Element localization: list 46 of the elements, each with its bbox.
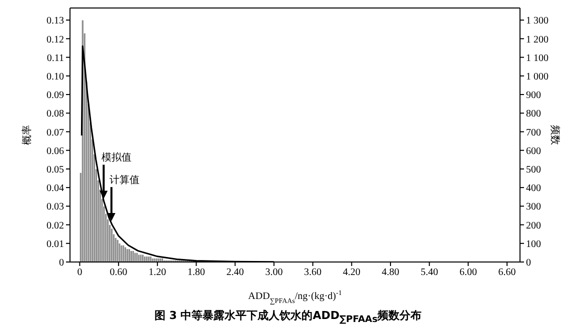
y-tick-label: 0.12 (46, 34, 64, 46)
y-tick-label: 0.06 (46, 146, 64, 157)
y-tick-label: 0 (59, 258, 64, 269)
annotation: 模拟值 (102, 152, 132, 164)
x-tick-label: 0.60 (110, 267, 128, 278)
x-axis-title: ADD$_{∑PFAAs}$/ng·(kg·d)$^{-1}$ (248, 289, 342, 305)
y2-tick-label: 1 000 (526, 71, 548, 82)
annotation: 计算值 (109, 174, 140, 186)
x-tick-label: 3.60 (304, 267, 322, 278)
x-tick-label: 6.00 (459, 267, 477, 278)
y2-tick-label: 700 (526, 127, 541, 138)
y-tick-label: 0.10 (46, 71, 64, 82)
y2-tick-label: 1 200 (526, 34, 548, 46)
y-tick-label: 0.09 (46, 90, 64, 102)
x-tick-label: 5.40 (420, 267, 438, 278)
y-tick-label: 0.07 (46, 127, 64, 138)
y2-tick-label: 0 (526, 258, 531, 269)
x-tick-label: 1.20 (148, 267, 166, 278)
y2-tick-label: 400 (526, 183, 541, 194)
x-tick-label: 4.80 (382, 267, 400, 278)
y-tick-label: 0.13 (46, 16, 64, 27)
y-tick-label: 0.08 (46, 108, 64, 120)
x-tick-label: 0 (77, 267, 82, 278)
y-axis-title: 概率 (21, 125, 33, 145)
y2-tick-label: 800 (526, 108, 541, 120)
y-tick-label: 0.04 (46, 183, 64, 194)
x-tick-label: 6.60 (498, 267, 516, 278)
y2-tick-label: 1 100 (526, 52, 548, 64)
y2-tick-label: 900 (526, 90, 541, 102)
y2-tick-label: 1 300 (526, 16, 548, 27)
y-tick-label: 0.11 (46, 52, 64, 64)
text: 图 3 中等暴露水平下成人饮水的ADD$_{∑PFAAs}$频数分布 (153, 308, 423, 326)
x-tick-label: 2.40 (226, 267, 244, 278)
x-tick-label: 3.00 (265, 267, 283, 278)
y-tick-label: 0.03 (46, 202, 64, 213)
y2-axis-title: 频数 (549, 125, 561, 145)
y2-tick-label: 100 (526, 238, 541, 250)
y-tick-label: 0.05 (46, 164, 64, 176)
y-tick-label: 0.01 (46, 238, 64, 250)
x-tick-label: 1.80 (188, 267, 206, 278)
y2-tick-label: 600 (526, 146, 541, 157)
x-tick-label: 4.20 (342, 267, 360, 278)
y-tick-label: 0.02 (46, 220, 64, 232)
y2-tick-label: 500 (526, 164, 541, 176)
y2-tick-label: 200 (526, 220, 541, 232)
y2-tick-label: 300 (526, 202, 541, 213)
